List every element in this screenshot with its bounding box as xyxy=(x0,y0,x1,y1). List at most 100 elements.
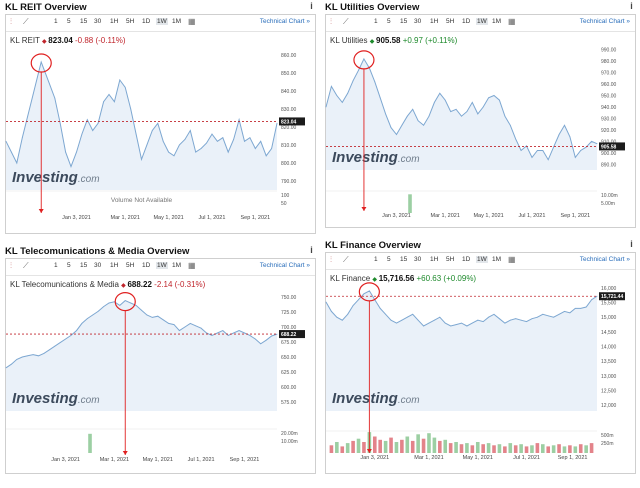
range-1[interactable]: 1 xyxy=(374,18,378,25)
data-point xyxy=(40,61,42,63)
range-1w[interactable]: 1W xyxy=(476,256,488,263)
info-icon[interactable]: i xyxy=(630,239,633,249)
range-30[interactable]: 30 xyxy=(94,18,102,25)
volume-bar xyxy=(405,436,410,453)
range-30[interactable]: 30 xyxy=(94,262,102,269)
settings-icon[interactable]: ▦ xyxy=(188,17,196,26)
data-point xyxy=(325,106,327,108)
candlestick-icon[interactable]: ⫶ xyxy=(330,17,332,26)
data-point xyxy=(179,330,180,331)
data-point xyxy=(585,306,587,308)
data-point xyxy=(27,115,29,117)
x-tick-label: Mar 1, 2021 xyxy=(111,215,140,221)
data-point xyxy=(5,140,7,142)
data-point xyxy=(189,323,191,324)
data-point xyxy=(596,143,598,145)
range-5h[interactable]: 5H xyxy=(126,262,135,269)
data-point xyxy=(580,308,582,309)
data-point xyxy=(520,150,522,151)
data-point xyxy=(499,99,500,101)
range-1[interactable]: 1 xyxy=(54,262,58,269)
data-point xyxy=(396,322,397,324)
data-point xyxy=(38,72,39,74)
candlestick-icon[interactable]: ⫶ xyxy=(10,261,12,270)
y-tick-label: 600.00 xyxy=(281,385,297,391)
range-15[interactable]: 15 xyxy=(80,18,88,25)
range-5h[interactable]: 5H xyxy=(446,256,455,263)
range-1h[interactable]: 1H xyxy=(430,18,439,25)
data-point xyxy=(21,137,23,139)
y-tick-label: 930.00 xyxy=(601,116,617,122)
data-point xyxy=(439,316,441,318)
last-price-label: 905.58 xyxy=(601,144,617,150)
data-point xyxy=(141,309,142,311)
technical-chart-link[interactable]: Technical Chart » xyxy=(259,18,310,25)
range-1h[interactable]: 1H xyxy=(430,256,439,263)
range-15[interactable]: 15 xyxy=(400,18,408,25)
data-point xyxy=(65,151,66,153)
data-point xyxy=(569,312,571,314)
line-chart-icon[interactable]: ⟋ xyxy=(343,255,349,264)
range-30[interactable]: 30 xyxy=(414,18,422,25)
data-point xyxy=(254,148,256,149)
data-point xyxy=(233,332,235,334)
range-15[interactable]: 15 xyxy=(80,262,88,269)
volume-bar xyxy=(378,439,382,453)
range-5h[interactable]: 5H xyxy=(446,18,455,25)
line-chart-icon[interactable]: ⟋ xyxy=(343,17,349,26)
range-1w[interactable]: 1W xyxy=(476,18,488,25)
technical-chart-link[interactable]: Technical Chart » xyxy=(579,18,630,25)
data-point xyxy=(352,305,354,306)
range-5[interactable]: 5 xyxy=(387,18,391,25)
area-fill xyxy=(6,62,277,190)
candlestick-icon[interactable]: ⫶ xyxy=(10,17,12,26)
range-1w[interactable]: 1W xyxy=(156,262,168,269)
candlestick-icon[interactable]: ⫶ xyxy=(330,255,332,264)
range-1d[interactable]: 1D xyxy=(462,18,471,25)
range-5h[interactable]: 5H xyxy=(126,18,135,25)
range-15[interactable]: 15 xyxy=(400,256,408,263)
chart-svg: Investing.com 890.00 900.00 910.00 920.00 930… xyxy=(325,48,625,219)
settings-icon[interactable]: ▦ xyxy=(508,255,516,264)
range-1w[interactable]: 1W xyxy=(156,18,168,25)
quote-line: KL Finance ◆ 15,716.56 +60.63 (+0.09%) xyxy=(330,274,476,283)
range-5[interactable]: 5 xyxy=(387,256,391,263)
range-1d[interactable]: 1D xyxy=(142,262,151,269)
range-1[interactable]: 1 xyxy=(374,256,378,263)
data-point xyxy=(434,102,435,103)
info-icon[interactable]: i xyxy=(310,245,313,255)
y-tick-label: 15,500 xyxy=(601,301,617,307)
data-point xyxy=(54,97,56,99)
technical-chart-link[interactable]: Technical Chart » xyxy=(259,262,310,269)
volume-tick-label: 100 xyxy=(281,193,290,199)
data-point xyxy=(146,314,148,316)
range-1m[interactable]: 1M xyxy=(492,18,502,25)
data-point xyxy=(547,159,549,161)
data-point xyxy=(331,86,332,87)
range-1m[interactable]: 1M xyxy=(172,262,182,269)
data-point xyxy=(238,330,240,331)
range-1d[interactable]: 1D xyxy=(462,256,471,263)
settings-icon[interactable]: ▦ xyxy=(508,17,516,26)
line-chart-icon[interactable]: ⟋ xyxy=(23,17,29,26)
data-point xyxy=(254,338,256,340)
range-1m[interactable]: 1M xyxy=(492,256,502,263)
range-1[interactable]: 1 xyxy=(54,18,58,25)
data-point xyxy=(558,134,560,135)
range-1d[interactable]: 1D xyxy=(142,18,151,25)
technical-chart-link[interactable]: Technical Chart » xyxy=(579,256,630,263)
info-icon[interactable]: i xyxy=(310,1,313,11)
volume-bar xyxy=(578,444,583,453)
y-tick-label: 970.00 xyxy=(601,71,617,77)
range-1m[interactable]: 1M xyxy=(172,18,182,25)
range-5[interactable]: 5 xyxy=(67,18,71,25)
line-chart-icon[interactable]: ⟋ xyxy=(23,261,29,270)
data-point xyxy=(553,316,554,318)
range-1h[interactable]: 1H xyxy=(110,262,119,269)
range-5[interactable]: 5 xyxy=(67,262,71,269)
data-point xyxy=(428,322,430,324)
range-1h[interactable]: 1H xyxy=(110,18,119,25)
range-30[interactable]: 30 xyxy=(414,256,422,263)
info-icon[interactable]: i xyxy=(630,1,633,11)
settings-icon[interactable]: ▦ xyxy=(188,261,196,270)
